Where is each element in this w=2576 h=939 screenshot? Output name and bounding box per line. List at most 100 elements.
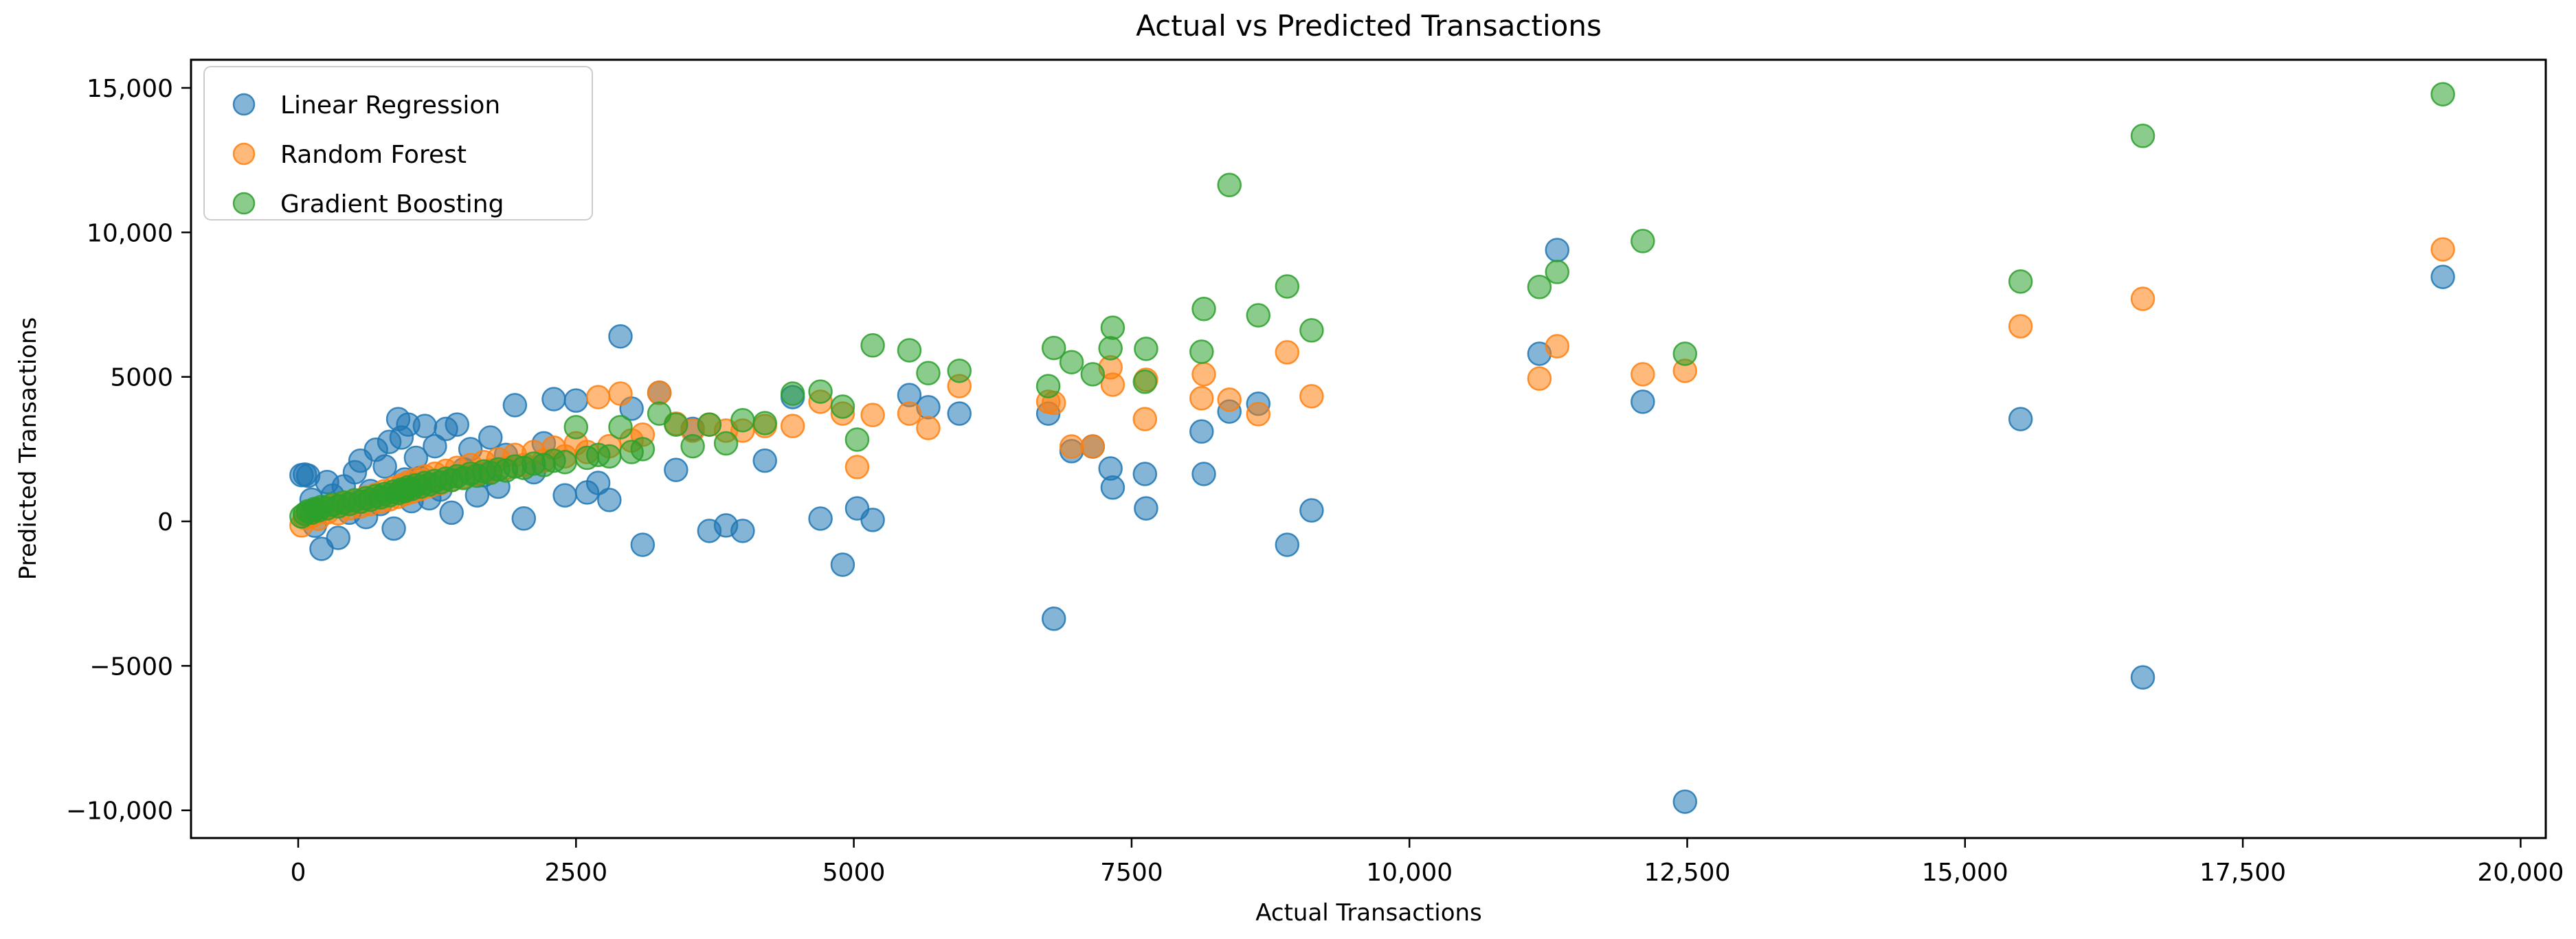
data-point (1631, 389, 1655, 414)
data-point (381, 516, 406, 541)
data-point (1631, 362, 1655, 387)
data-point (2430, 82, 2455, 106)
data-point (780, 381, 805, 406)
data-point (2130, 124, 2155, 148)
data-point (1098, 336, 1123, 361)
data-point (597, 488, 622, 512)
data-point (552, 483, 577, 508)
data-point (372, 454, 397, 479)
data-point (647, 401, 672, 426)
data-point (478, 425, 503, 450)
data-point (1299, 318, 1324, 343)
data-point (1545, 238, 1570, 262)
scatter-points (289, 82, 2455, 814)
data-point (1134, 337, 1158, 361)
data-point (585, 471, 611, 495)
data-point (2008, 269, 2033, 294)
data-point (1527, 275, 1552, 299)
data-point (664, 457, 688, 482)
x-tick-label: 17,500 (2199, 859, 2286, 887)
data-point (608, 324, 633, 349)
x-tick-label: 2500 (544, 859, 607, 887)
data-point (1672, 789, 1698, 814)
data-point (1134, 496, 1158, 521)
data-point (2430, 237, 2455, 262)
data-point (730, 408, 755, 433)
legend-marker-icon (232, 192, 256, 215)
data-point (511, 506, 537, 531)
y-tick-label: −5000 (89, 653, 173, 681)
data-point (808, 379, 833, 404)
data-point (713, 431, 739, 456)
data-point (2130, 665, 2155, 690)
legend-marker-icon (232, 142, 256, 166)
legend-label: Random Forest (280, 141, 467, 169)
data-point (585, 385, 611, 409)
data-point (1189, 419, 1214, 444)
data-point (1035, 374, 1061, 398)
data-point (1672, 341, 1698, 366)
data-point (326, 525, 350, 550)
data-point (1080, 434, 1106, 459)
data-point (412, 414, 438, 438)
data-point (423, 433, 447, 459)
data-point (1100, 475, 1125, 500)
data-point (1080, 362, 1106, 387)
data-point (630, 532, 656, 557)
data-point (1059, 350, 1084, 374)
data-point (2008, 314, 2033, 339)
data-point (1527, 366, 1552, 391)
data-point (1041, 607, 1066, 631)
data-point (1189, 339, 1214, 364)
data-point (1275, 274, 1300, 299)
data-point (697, 412, 722, 437)
x-tick-label: 0 (291, 859, 306, 887)
data-point (947, 401, 972, 426)
y-axis-label: Predicted Transactions (14, 317, 42, 580)
data-point (2430, 264, 2455, 289)
data-point (608, 415, 633, 440)
legend: Linear Regression Random Forest Gradient B… (203, 66, 593, 220)
data-point (1189, 386, 1214, 411)
legend-marker-icon (232, 93, 256, 116)
x-tick-label: 7500 (1100, 859, 1163, 887)
data-point (309, 536, 334, 561)
y-tick-label: 5000 (110, 364, 173, 392)
legend-label: Gradient Boosting (280, 190, 504, 218)
y-tick-label: 0 (157, 508, 173, 536)
y-tick-label: 10,000 (87, 219, 173, 247)
data-point (1132, 407, 1158, 431)
x-tick-label: 5000 (822, 859, 886, 887)
data-point (563, 415, 589, 440)
data-point (1041, 335, 1066, 361)
data-point (1191, 297, 1216, 321)
data-point (552, 450, 577, 475)
data-point (844, 455, 870, 479)
legend-label: Linear Regression (280, 91, 500, 120)
data-point (916, 361, 941, 385)
data-point (608, 381, 633, 406)
data-point (647, 381, 672, 405)
data-point (439, 500, 464, 525)
plot-area (190, 58, 2547, 839)
data-point (916, 416, 941, 440)
data-point (947, 359, 972, 383)
data-point (897, 401, 922, 426)
data-point (1132, 462, 1158, 486)
x-tick-label: 12,500 (1644, 859, 1731, 887)
data-point (1299, 498, 1324, 523)
data-point (1631, 229, 1655, 253)
y-tick-label: 15,000 (87, 75, 173, 103)
data-point (808, 506, 833, 531)
data-point (664, 412, 688, 437)
data-point (1545, 260, 1570, 284)
data-point (445, 412, 470, 437)
data-point (860, 403, 885, 427)
data-point (830, 394, 855, 419)
data-point (630, 437, 656, 462)
data-point (730, 519, 755, 543)
y-tick-label: −10,000 (66, 797, 173, 826)
x-axis: 0 2500 5000 7500 10,000 12,500 15,000 17,500 20,… (291, 838, 2564, 887)
x-tick-label: 20,000 (2477, 859, 2564, 887)
